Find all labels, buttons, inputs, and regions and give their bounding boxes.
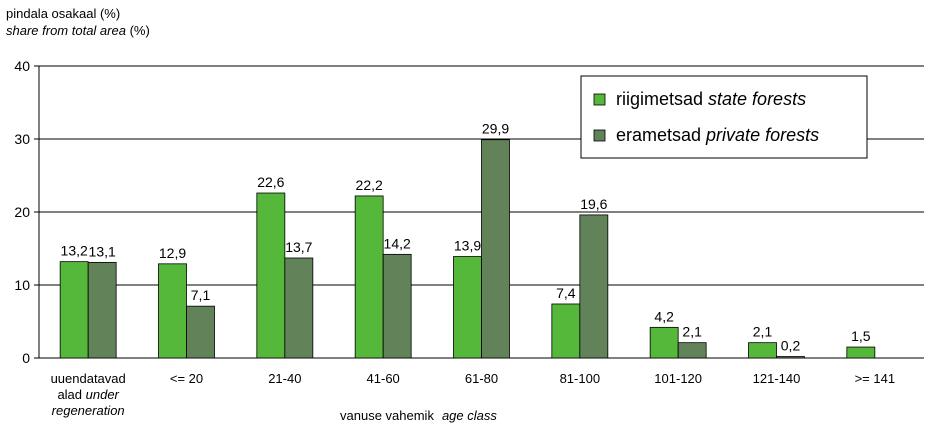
bar [284, 257, 314, 359]
bar [87, 261, 117, 359]
bar [579, 214, 609, 359]
y-tick-label: 10 [14, 277, 30, 293]
x-tick-label: regeneration [52, 403, 125, 418]
data-label: 13,2 [61, 243, 88, 259]
data-label: 7,1 [191, 287, 211, 303]
y-tick-label: 20 [14, 204, 30, 220]
data-label: 12,9 [159, 245, 186, 261]
bar [382, 253, 412, 359]
data-label: 13,1 [89, 243, 116, 259]
bar [551, 303, 581, 359]
data-label: 1,5 [851, 328, 871, 344]
data-label: 29,9 [482, 121, 509, 137]
x-tick-label: <= 20 [170, 371, 203, 386]
legend-box [580, 75, 868, 159]
bar [649, 326, 679, 359]
y-axis-label-en-unit: (%) [125, 23, 150, 38]
data-label: 2,1 [682, 324, 702, 340]
data-label: 13,9 [454, 238, 481, 254]
legend-swatch [593, 129, 606, 142]
y-tick-label: 40 [14, 58, 30, 74]
legend-label: riigimetsad state forests [616, 89, 806, 109]
x-tick-label: 41-60 [367, 371, 400, 386]
bar [59, 261, 89, 359]
y-axis-label-en: share from total area (%) [6, 23, 150, 39]
x-axis-label-en: age class [441, 408, 497, 423]
bar [748, 342, 777, 359]
x-tick-label: 61-80 [465, 371, 498, 386]
data-label: 22,2 [356, 177, 383, 193]
bar [776, 356, 805, 359]
x-tick-label: 21-40 [268, 371, 301, 386]
x-tick-label: 121-140 [753, 371, 801, 386]
bar [158, 263, 187, 359]
bar [186, 305, 215, 359]
bar [453, 256, 482, 359]
x-axis-label: vanuse vahemik age class [340, 408, 497, 423]
data-label: 19,6 [580, 196, 607, 212]
y-axis-label-en-text: share from total area [6, 23, 126, 38]
x-tick-label: alad under [57, 387, 119, 402]
data-label: 2,1 [753, 324, 773, 340]
x-tick-label: 101-120 [654, 371, 702, 386]
bar [256, 192, 286, 359]
legend-label: erametsad private forests [616, 125, 819, 145]
legend-swatch [593, 93, 606, 106]
x-tick-label: >= 141 [855, 371, 896, 386]
data-label: 7,4 [556, 285, 576, 301]
bar [354, 195, 384, 359]
x-axis-label-et: vanuse vahemik [340, 408, 434, 423]
x-tick-label: 81-100 [560, 371, 600, 386]
y-tick-label: 0 [22, 350, 30, 366]
data-label: 22,6 [257, 174, 284, 190]
x-tick-label: uuendatavad [51, 371, 126, 386]
y-axis-label-et: pindala osakaal (%) [6, 6, 121, 21]
data-label: 14,2 [384, 235, 411, 251]
y-tick-label: 30 [14, 131, 30, 147]
data-label: 13,7 [285, 239, 312, 255]
bar [677, 342, 707, 359]
data-label: 4,2 [654, 308, 674, 324]
data-label: 0,2 [781, 338, 801, 354]
bar [481, 139, 510, 359]
bar [846, 346, 876, 359]
